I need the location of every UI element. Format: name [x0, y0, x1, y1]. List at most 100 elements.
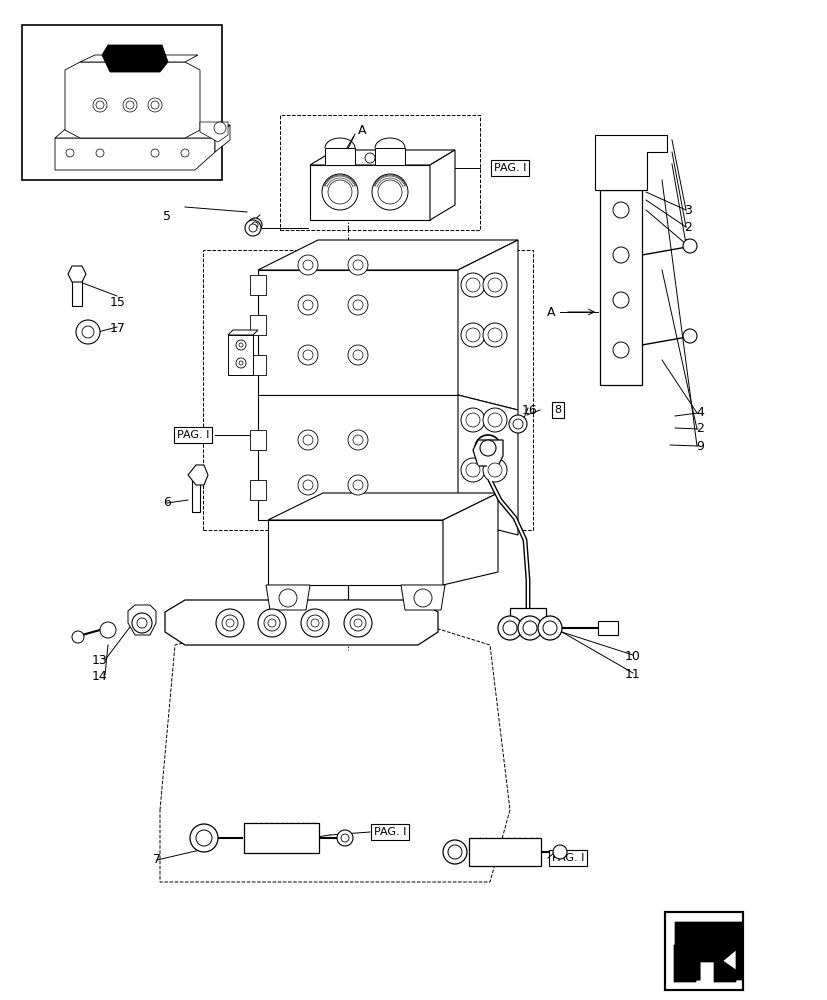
Polygon shape: [200, 122, 227, 142]
Polygon shape: [309, 165, 429, 220]
Polygon shape: [309, 150, 455, 165]
Circle shape: [461, 408, 485, 432]
Text: 5: 5: [163, 210, 171, 223]
Circle shape: [352, 260, 362, 270]
Circle shape: [303, 260, 313, 270]
Polygon shape: [400, 585, 444, 610]
Circle shape: [151, 149, 159, 157]
Circle shape: [378, 180, 402, 204]
Polygon shape: [65, 62, 200, 138]
Text: 1: 1: [683, 237, 691, 250]
Circle shape: [509, 415, 526, 433]
Circle shape: [347, 255, 367, 275]
Circle shape: [72, 631, 84, 643]
Text: 4: 4: [696, 406, 703, 420]
Circle shape: [96, 149, 104, 157]
Circle shape: [236, 340, 246, 350]
Circle shape: [189, 824, 218, 852]
Polygon shape: [509, 608, 545, 622]
Text: 2: 2: [683, 221, 691, 234]
Circle shape: [543, 621, 557, 635]
Circle shape: [347, 475, 367, 495]
Circle shape: [352, 480, 362, 490]
Circle shape: [126, 101, 134, 109]
Text: 7: 7: [153, 853, 160, 866]
Circle shape: [251, 222, 258, 228]
Circle shape: [298, 345, 318, 365]
Polygon shape: [227, 330, 258, 335]
Circle shape: [612, 342, 629, 358]
Circle shape: [151, 101, 159, 109]
Circle shape: [552, 845, 566, 859]
Circle shape: [371, 174, 408, 210]
Polygon shape: [600, 190, 641, 385]
Polygon shape: [457, 240, 518, 410]
Circle shape: [279, 589, 297, 607]
Bar: [203, 250, 533, 530]
Circle shape: [82, 326, 94, 338]
Circle shape: [442, 840, 466, 864]
Circle shape: [682, 329, 696, 343]
Polygon shape: [268, 520, 442, 585]
Circle shape: [518, 616, 542, 640]
Bar: [22, 25, 222, 180]
Polygon shape: [268, 493, 497, 520]
Circle shape: [93, 98, 107, 112]
Bar: [192, 472, 200, 512]
Text: PAG. I: PAG. I: [438, 527, 471, 537]
Circle shape: [100, 622, 116, 638]
Text: 2: 2: [696, 422, 703, 436]
Bar: [665, 913, 741, 989]
Text: 13: 13: [92, 654, 108, 666]
Circle shape: [480, 440, 495, 456]
Circle shape: [258, 609, 285, 637]
Polygon shape: [128, 605, 155, 635]
Text: 11: 11: [624, 668, 640, 680]
Bar: [280, 115, 480, 230]
Text: 14: 14: [92, 670, 108, 684]
Circle shape: [264, 615, 280, 631]
Circle shape: [352, 300, 362, 310]
Circle shape: [487, 328, 501, 342]
Circle shape: [482, 458, 506, 482]
Text: 8: 8: [554, 405, 561, 415]
Circle shape: [352, 435, 362, 445]
Circle shape: [298, 295, 318, 315]
Text: 10: 10: [624, 650, 640, 664]
Circle shape: [352, 350, 362, 360]
Circle shape: [447, 845, 461, 859]
Circle shape: [303, 435, 313, 445]
Circle shape: [249, 224, 256, 232]
Text: A: A: [357, 124, 366, 137]
Polygon shape: [165, 600, 437, 645]
Circle shape: [497, 616, 521, 640]
Text: 6: 6: [163, 496, 170, 510]
Circle shape: [466, 278, 480, 292]
Circle shape: [461, 323, 485, 347]
Circle shape: [298, 255, 318, 275]
Circle shape: [303, 300, 313, 310]
Circle shape: [466, 413, 480, 427]
Bar: [250, 315, 265, 335]
Circle shape: [239, 343, 242, 347]
Circle shape: [327, 180, 351, 204]
Circle shape: [350, 615, 366, 631]
Circle shape: [248, 218, 261, 232]
Bar: [250, 355, 265, 375]
Polygon shape: [188, 465, 208, 485]
Circle shape: [226, 619, 234, 627]
Text: 9: 9: [696, 440, 703, 452]
Circle shape: [307, 615, 323, 631]
Text: PAG. I: PAG. I: [551, 853, 584, 863]
Circle shape: [538, 616, 562, 640]
Circle shape: [311, 619, 318, 627]
Circle shape: [236, 358, 246, 368]
Polygon shape: [102, 45, 168, 72]
Polygon shape: [595, 135, 667, 190]
Circle shape: [612, 292, 629, 308]
Text: 17: 17: [110, 322, 126, 334]
Polygon shape: [375, 148, 404, 165]
Polygon shape: [258, 395, 457, 520]
Circle shape: [136, 618, 147, 628]
Text: 3: 3: [683, 204, 691, 217]
